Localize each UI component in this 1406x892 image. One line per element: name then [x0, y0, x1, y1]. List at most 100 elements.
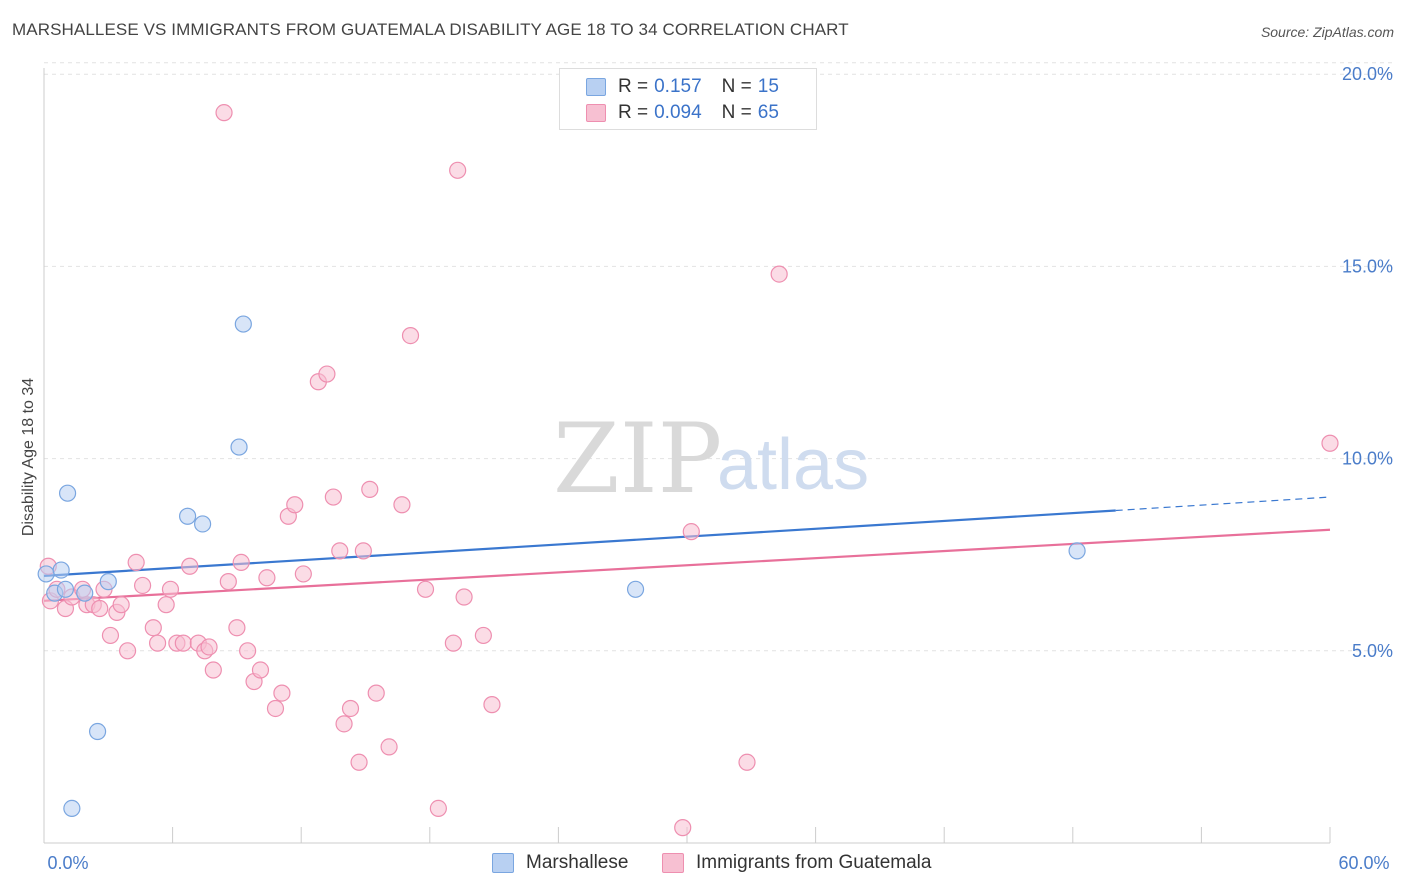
point-marshallese[interactable]	[230, 438, 248, 456]
point-guatemala[interactable]	[215, 104, 233, 122]
point-marshallese[interactable]	[88, 722, 107, 741]
point-guatemala[interactable]	[682, 523, 700, 541]
point-marshallese[interactable]	[56, 580, 75, 598]
watermark-zip-text: ZIP	[553, 403, 722, 515]
point-guatemala[interactable]	[174, 634, 192, 652]
legend-n-label: N =	[721, 76, 752, 97]
chart-source: Source: ZipAtlas.com	[1260, 24, 1394, 40]
point-marshallese[interactable]	[194, 515, 212, 533]
point-guatemala[interactable]	[228, 619, 246, 637]
y-tick-label: 10.0%	[1342, 449, 1393, 469]
point-guatemala[interactable]	[455, 588, 473, 606]
point-guatemala[interactable]	[474, 626, 492, 645]
point-marshallese[interactable]	[37, 565, 55, 583]
legend-swatch-pink	[586, 104, 606, 122]
legend-r-value: 0.094	[654, 102, 702, 123]
point-marshallese[interactable]	[234, 315, 252, 333]
legend-r-value: 0.157	[654, 76, 702, 97]
correlation-legend: R = 0.157 N = 15 R = 0.094 N = 65	[559, 68, 817, 130]
point-guatemala[interactable]	[239, 642, 257, 660]
gridlines	[44, 62, 1392, 652]
point-guatemala[interactable]	[331, 542, 349, 560]
point-guatemala[interactable]	[350, 753, 368, 771]
point-guatemala[interactable]	[324, 488, 342, 506]
point-guatemala[interactable]	[101, 626, 120, 645]
point-guatemala[interactable]	[294, 565, 312, 583]
data-points	[37, 104, 1339, 837]
point-guatemala[interactable]	[148, 634, 167, 652]
point-guatemala[interactable]	[157, 596, 175, 614]
point-guatemala[interactable]	[127, 553, 145, 571]
point-guatemala[interactable]	[144, 619, 162, 637]
point-marshallese[interactable]	[1068, 542, 1086, 560]
point-guatemala[interactable]	[266, 699, 285, 718]
point-guatemala[interactable]	[251, 661, 270, 679]
point-guatemala[interactable]	[429, 799, 447, 818]
point-guatemala[interactable]	[341, 699, 360, 718]
point-marshallese[interactable]	[76, 584, 94, 602]
legend-row-guatemala: R = 0.094 N = 65	[586, 101, 779, 125]
legend-n-value: 15	[757, 76, 779, 97]
legend-n-label: N =	[721, 102, 752, 123]
point-marshallese[interactable]	[179, 507, 197, 525]
point-guatemala[interactable]	[483, 696, 501, 714]
point-guatemala[interactable]	[118, 642, 137, 660]
point-guatemala[interactable]	[232, 553, 250, 571]
y-tick-label: 15.0%	[1342, 256, 1393, 276]
legend-r-label: R =	[618, 76, 649, 97]
point-guatemala[interactable]	[1321, 434, 1339, 452]
point-guatemala[interactable]	[393, 496, 411, 514]
point-guatemala[interactable]	[273, 684, 291, 702]
legend-row-marshallese: R = 0.157 N = 15	[586, 75, 779, 99]
point-guatemala[interactable]	[335, 715, 353, 733]
series-legend-marshallese[interactable]: Marshallese	[492, 852, 628, 874]
series-legend-guatemala[interactable]: Immigrants from Guatemala	[662, 852, 931, 874]
series-legend-label: Immigrants from Guatemala	[696, 852, 932, 873]
point-guatemala[interactable]	[401, 327, 420, 345]
point-guatemala[interactable]	[161, 580, 180, 598]
chart-title: MARSHALLESE VS IMMIGRANTS FROM GUATEMALA…	[12, 20, 849, 39]
point-guatemala[interactable]	[204, 661, 222, 679]
watermark-atlas-text: atlas	[717, 425, 869, 505]
point-guatemala[interactable]	[380, 738, 398, 756]
axis-labels: Disability Age 18 to 34 0.0% 60.0% 5.0% 1…	[20, 64, 1393, 873]
trend-line-extension	[1115, 496, 1331, 512]
legend-swatch-blue	[586, 78, 606, 96]
point-guatemala[interactable]	[133, 576, 152, 595]
point-guatemala[interactable]	[367, 684, 385, 702]
point-guatemala[interactable]	[449, 161, 467, 179]
series-swatch-blue	[492, 853, 514, 873]
point-marshallese[interactable]	[626, 580, 645, 598]
point-marshallese[interactable]	[52, 561, 70, 579]
point-guatemala[interactable]	[258, 569, 276, 587]
point-guatemala[interactable]	[181, 557, 199, 575]
watermark: ZIP atlas	[553, 403, 869, 515]
point-guatemala[interactable]	[738, 753, 756, 771]
point-guatemala[interactable]	[674, 819, 692, 837]
series-swatch-pink	[662, 853, 684, 873]
x-tick-label-max: 60.0%	[1338, 853, 1389, 873]
point-guatemala[interactable]	[286, 496, 304, 514]
point-guatemala[interactable]	[318, 365, 336, 383]
point-guatemala[interactable]	[416, 580, 435, 598]
point-guatemala[interactable]	[770, 265, 788, 283]
trend-lines	[43, 496, 1331, 602]
trend-line-marshallese	[43, 509, 1116, 577]
point-guatemala[interactable]	[354, 542, 372, 560]
x-tick-label-min: 0.0%	[47, 853, 88, 873]
point-guatemala[interactable]	[112, 596, 130, 614]
point-guatemala[interactable]	[361, 480, 379, 498]
y-tick-label: 5.0%	[1352, 641, 1393, 661]
point-marshallese[interactable]	[58, 484, 77, 502]
series-legend: Marshallese Immigrants from Guatemala	[0, 852, 1406, 876]
point-marshallese[interactable]	[63, 799, 81, 818]
point-guatemala[interactable]	[219, 573, 237, 591]
point-guatemala[interactable]	[91, 599, 109, 618]
axes	[43, 68, 1331, 844]
legend-n-value: 65	[757, 102, 779, 123]
y-axis-label: Disability Age 18 to 34	[20, 378, 37, 536]
point-guatemala[interactable]	[444, 634, 462, 652]
point-guatemala[interactable]	[200, 638, 218, 656]
point-marshallese[interactable]	[99, 573, 117, 591]
